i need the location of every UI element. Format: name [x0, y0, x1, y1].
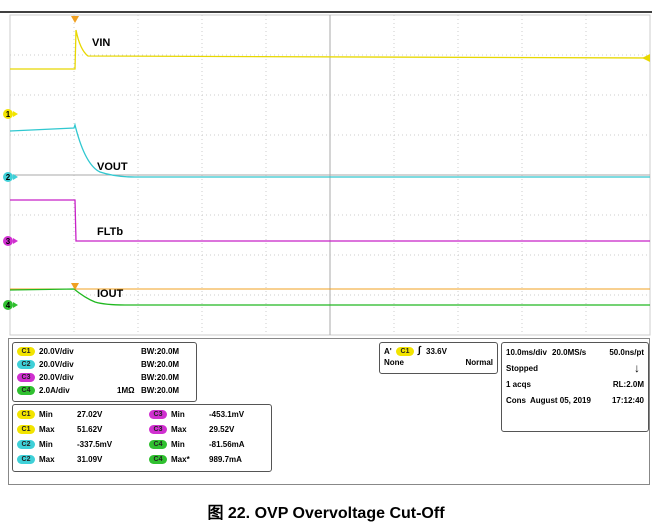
trigger-marker	[71, 283, 79, 290]
scope-display: VIN VOUT FLTb IOUT 1 2 3 4	[0, 11, 652, 336]
measurement-type: Max	[39, 455, 55, 464]
channel-badge: C1	[17, 347, 35, 356]
marker-arrow	[13, 238, 18, 244]
waveform-vin	[10, 29, 651, 70]
edge-icon: ∫	[418, 345, 421, 356]
waveform-label: VOUT	[97, 161, 128, 173]
measurement-badge: C1	[17, 410, 35, 419]
trigger-prefix: A'	[384, 347, 392, 356]
measurement-type: Max	[39, 425, 55, 434]
record-length: RL:2.0M	[612, 380, 644, 389]
measurement-badge: C2	[17, 440, 35, 449]
measurement-badge: C3	[149, 410, 167, 419]
measurement-badge: C3	[149, 425, 167, 434]
channel-bw: BW:20.0M	[141, 386, 180, 395]
waveform-label: IOUT	[97, 288, 124, 300]
status-panel: C1 20.0V/div BW:20.0M C2 20.0V/div BW:20.0M C3…	[8, 338, 650, 485]
measurement-type: Min	[39, 440, 53, 449]
trigger-mode: Normal	[465, 358, 493, 367]
measurement-value: -81.56mA	[209, 440, 245, 449]
measurement-row: C2 Min -337.5mV C4 Min -81.56mA	[17, 439, 267, 451]
acq-count: 1 acqs	[506, 380, 531, 389]
measurement-value: 51.62V	[77, 425, 103, 434]
measurement-row: C2 Max 31.09V C4 Max* 989.7mA	[17, 454, 267, 466]
measurement-type: Min	[171, 440, 185, 449]
waveform-iout	[9, 288, 650, 306]
channel-row: C3 20.0V/div BW:20.0M	[17, 372, 192, 384]
trigger-position	[71, 16, 79, 23]
measurement-value: -453.1mV	[209, 410, 245, 419]
sample-rate: 20.0MS/s	[552, 348, 587, 357]
channel-row: C1 20.0V/div BW:20.0M	[17, 346, 192, 358]
channel-marker	[3, 236, 13, 246]
measurement-row: C1 Max 51.62V C3 Max 29.52V	[17, 424, 267, 436]
marker-label: 3	[6, 237, 11, 246]
measurement-value: 29.52V	[209, 425, 235, 434]
measurement-value: 27.02V	[77, 410, 103, 419]
channel-marker	[3, 172, 13, 182]
channel-marker	[3, 109, 13, 119]
figure-caption: 图 22. OVP Overvoltage Cut-Off	[207, 505, 445, 522]
channel-bw: BW:20.0M	[141, 347, 180, 356]
channel-markers: 1 2 3 4	[3, 109, 18, 310]
measurement-badge: C4	[149, 440, 167, 449]
channel-scale: 20.0V/div	[39, 373, 74, 382]
waveform-label: VIN	[92, 37, 110, 49]
measurement-type: Max*	[171, 455, 190, 464]
measurement-type: Max	[171, 425, 187, 434]
measurement-value: 989.7mA	[209, 455, 242, 464]
time: 17:12:40	[611, 396, 644, 405]
marker-label: 1	[6, 110, 11, 119]
marker-label: 4	[6, 301, 11, 310]
cons: Cons	[506, 396, 526, 405]
measurement-value: 31.09V	[77, 455, 103, 464]
date: August 05, 2019	[530, 396, 591, 405]
channel-badge: C3	[17, 373, 35, 382]
measurement-badge: C4	[149, 455, 167, 464]
trigger-level: 33.6V	[426, 347, 447, 356]
offscreen-arrow	[642, 54, 650, 62]
trigger-settings: A' C1 ∫ 33.6V None Normal	[379, 342, 498, 374]
measurement-value: -337.5mV	[77, 440, 113, 449]
measurement-badge: C2	[17, 455, 35, 464]
measurement-row: C1 Min 27.02V C3 Min -453.1mV	[17, 409, 267, 421]
channel-scale: 2.0A/div	[39, 386, 70, 395]
channel-scale: 20.0V/div	[39, 347, 74, 356]
graticule	[10, 15, 650, 335]
marker-arrow	[13, 302, 18, 308]
channel-scale: 20.0V/div	[39, 360, 74, 369]
channel-bw: BW:20.0M	[141, 360, 180, 369]
channel-impedance: 1MΩ	[117, 386, 135, 395]
marker-arrow	[13, 174, 18, 180]
marker-arrow	[13, 111, 18, 117]
channel-badge: C4	[17, 386, 35, 395]
measurement-badge: C1	[17, 425, 35, 434]
channel-row: C4 2.0A/div 1MΩ BW:20.0M	[17, 385, 192, 397]
stop-icon: ↓	[634, 361, 640, 375]
marker-label: 2	[6, 173, 11, 182]
waveform-label: FLTb	[97, 226, 123, 238]
waveform-fltb	[10, 199, 650, 242]
channel-badge: C2	[17, 360, 35, 369]
acq-state: Stopped	[506, 364, 538, 373]
measurements: C1 Min 27.02V C3 Min -453.1mV C1 Max 51.62V C3 Max…	[12, 404, 272, 472]
timebase: 10.0ms/div 20.0MS/s 50.0ns/pt Stopped ↓ …	[501, 342, 649, 432]
trigger-channel: C1	[396, 347, 414, 356]
time-scale: 10.0ms/div	[506, 348, 547, 357]
channel-row: C2 20.0V/div BW:20.0M	[17, 359, 192, 371]
channel-bw: BW:20.0M	[141, 373, 180, 382]
measurement-type: Min	[171, 410, 185, 419]
trigger-coupling: None	[384, 358, 404, 367]
waveform-vout	[9, 122, 650, 178]
resolution: 50.0ns/pt	[609, 348, 644, 357]
channel-settings: C1 20.0V/div BW:20.0M C2 20.0V/div BW:20.0M C3…	[12, 342, 197, 402]
channel-marker	[3, 300, 13, 310]
measurement-type: Min	[39, 410, 53, 419]
